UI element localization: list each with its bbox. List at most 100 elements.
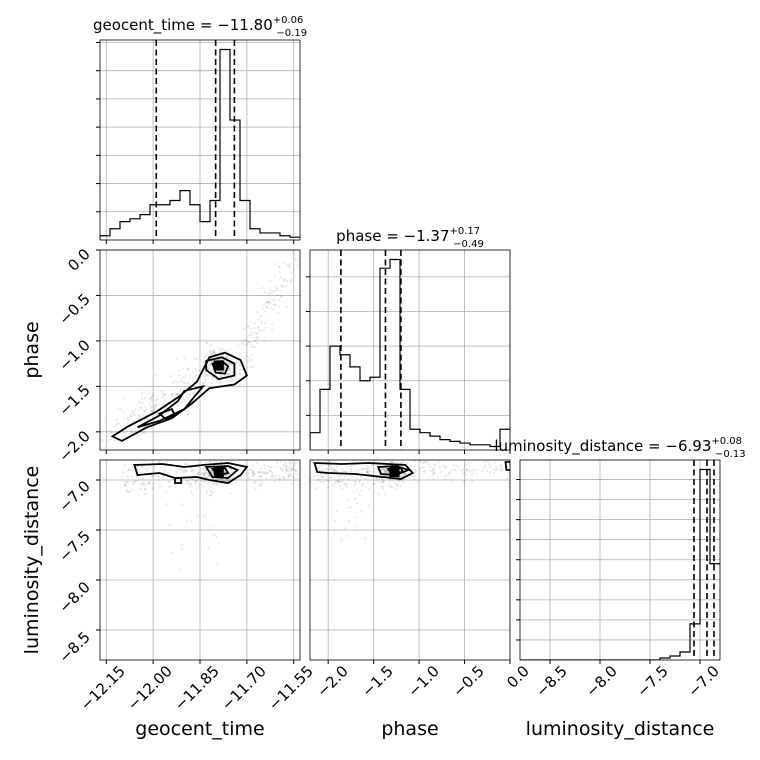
sample-point (366, 467, 370, 470)
sample-point (274, 303, 277, 306)
sample-point (198, 473, 201, 476)
sample-point (275, 286, 278, 289)
sample-point (270, 328, 274, 331)
sample-point (150, 396, 153, 399)
y-tick-label: −8.5 (55, 628, 93, 666)
sample-point (149, 403, 152, 406)
sample-point (390, 478, 393, 481)
sample-point (384, 469, 387, 472)
sample-point (488, 463, 491, 466)
sample-point (195, 487, 198, 490)
sample-point (178, 369, 181, 372)
sample-point (447, 473, 450, 476)
sample-point (281, 469, 284, 472)
sample-point (182, 381, 185, 384)
sample-point (326, 478, 329, 481)
sample-point (322, 469, 325, 472)
sample-point (154, 407, 157, 410)
sample-point (174, 468, 178, 471)
sample-point (471, 480, 474, 483)
sample-point (220, 460, 223, 463)
sample-point (203, 479, 206, 482)
sample-point (232, 474, 235, 478)
sample-point (360, 489, 363, 492)
sample-point (171, 551, 174, 554)
sample-point (367, 471, 370, 474)
sample-point (180, 544, 183, 547)
sample-point (462, 479, 466, 482)
sample-point (259, 471, 262, 474)
sample-point (138, 414, 142, 417)
sample-point (360, 468, 363, 471)
sample-point (380, 468, 383, 471)
sample-point (314, 487, 317, 491)
sample-point (434, 463, 437, 466)
sample-point (224, 479, 227, 482)
sample-point (500, 469, 503, 472)
sample-point (208, 363, 211, 366)
sample-point (256, 342, 259, 345)
sample-point (343, 482, 346, 485)
sample-point (291, 466, 294, 469)
sample-point (138, 389, 141, 392)
sample-point (495, 467, 498, 470)
sample-point (266, 464, 269, 467)
sample-point (220, 370, 223, 373)
sample-point (288, 465, 291, 468)
sample-point (349, 468, 352, 471)
sample-point (206, 366, 209, 369)
sample-point (220, 375, 223, 378)
sample-point (250, 467, 253, 470)
sample-point (190, 484, 193, 487)
sample-point (182, 367, 185, 370)
sample-point (257, 337, 260, 340)
sample-point (464, 463, 467, 466)
sample-point (207, 480, 210, 483)
sample-point (124, 483, 127, 487)
sample-point (135, 465, 138, 468)
sample-point (403, 472, 407, 475)
sample-point (361, 484, 364, 487)
sample-point (201, 484, 204, 488)
sample-point (279, 466, 282, 470)
sample-point (452, 469, 455, 472)
sample-point (210, 469, 213, 472)
sample-point (197, 471, 200, 474)
sample-point (458, 466, 461, 469)
title-luminosity-distance: luminosity_distance = −6.93+0.08 −0.13 (494, 436, 745, 460)
sample-point (290, 474, 293, 477)
sample-point (117, 422, 120, 425)
sample-point (272, 303, 275, 306)
sample-point (186, 462, 189, 465)
sample-point (186, 480, 189, 483)
sample-point (137, 479, 140, 482)
sample-point (378, 478, 381, 481)
sample-point (394, 482, 397, 485)
sample-point (170, 394, 173, 397)
sample-point (250, 358, 253, 361)
sample-point (320, 473, 323, 476)
sample-point (252, 331, 255, 334)
sample-point (256, 311, 259, 314)
sample-point (215, 477, 218, 481)
sample-point (156, 475, 159, 478)
sample-point (498, 468, 501, 471)
sample-point (247, 359, 250, 362)
sample-point (179, 389, 182, 392)
sample-point (214, 378, 217, 381)
sample-point (168, 485, 171, 488)
sample-point (371, 463, 374, 467)
sample-point (377, 481, 381, 484)
sample-point (128, 490, 131, 493)
sample-point (249, 331, 252, 334)
sample-point (201, 471, 204, 474)
sample-point (166, 503, 169, 506)
sample-point (125, 489, 128, 492)
sample-point (138, 451, 140, 453)
sample-point (474, 468, 477, 471)
x-tick-label: −11.85 (171, 662, 223, 714)
sample-point (140, 465, 144, 468)
sample-point (265, 471, 269, 474)
sample-point (190, 490, 193, 494)
sample-point (210, 457, 212, 459)
